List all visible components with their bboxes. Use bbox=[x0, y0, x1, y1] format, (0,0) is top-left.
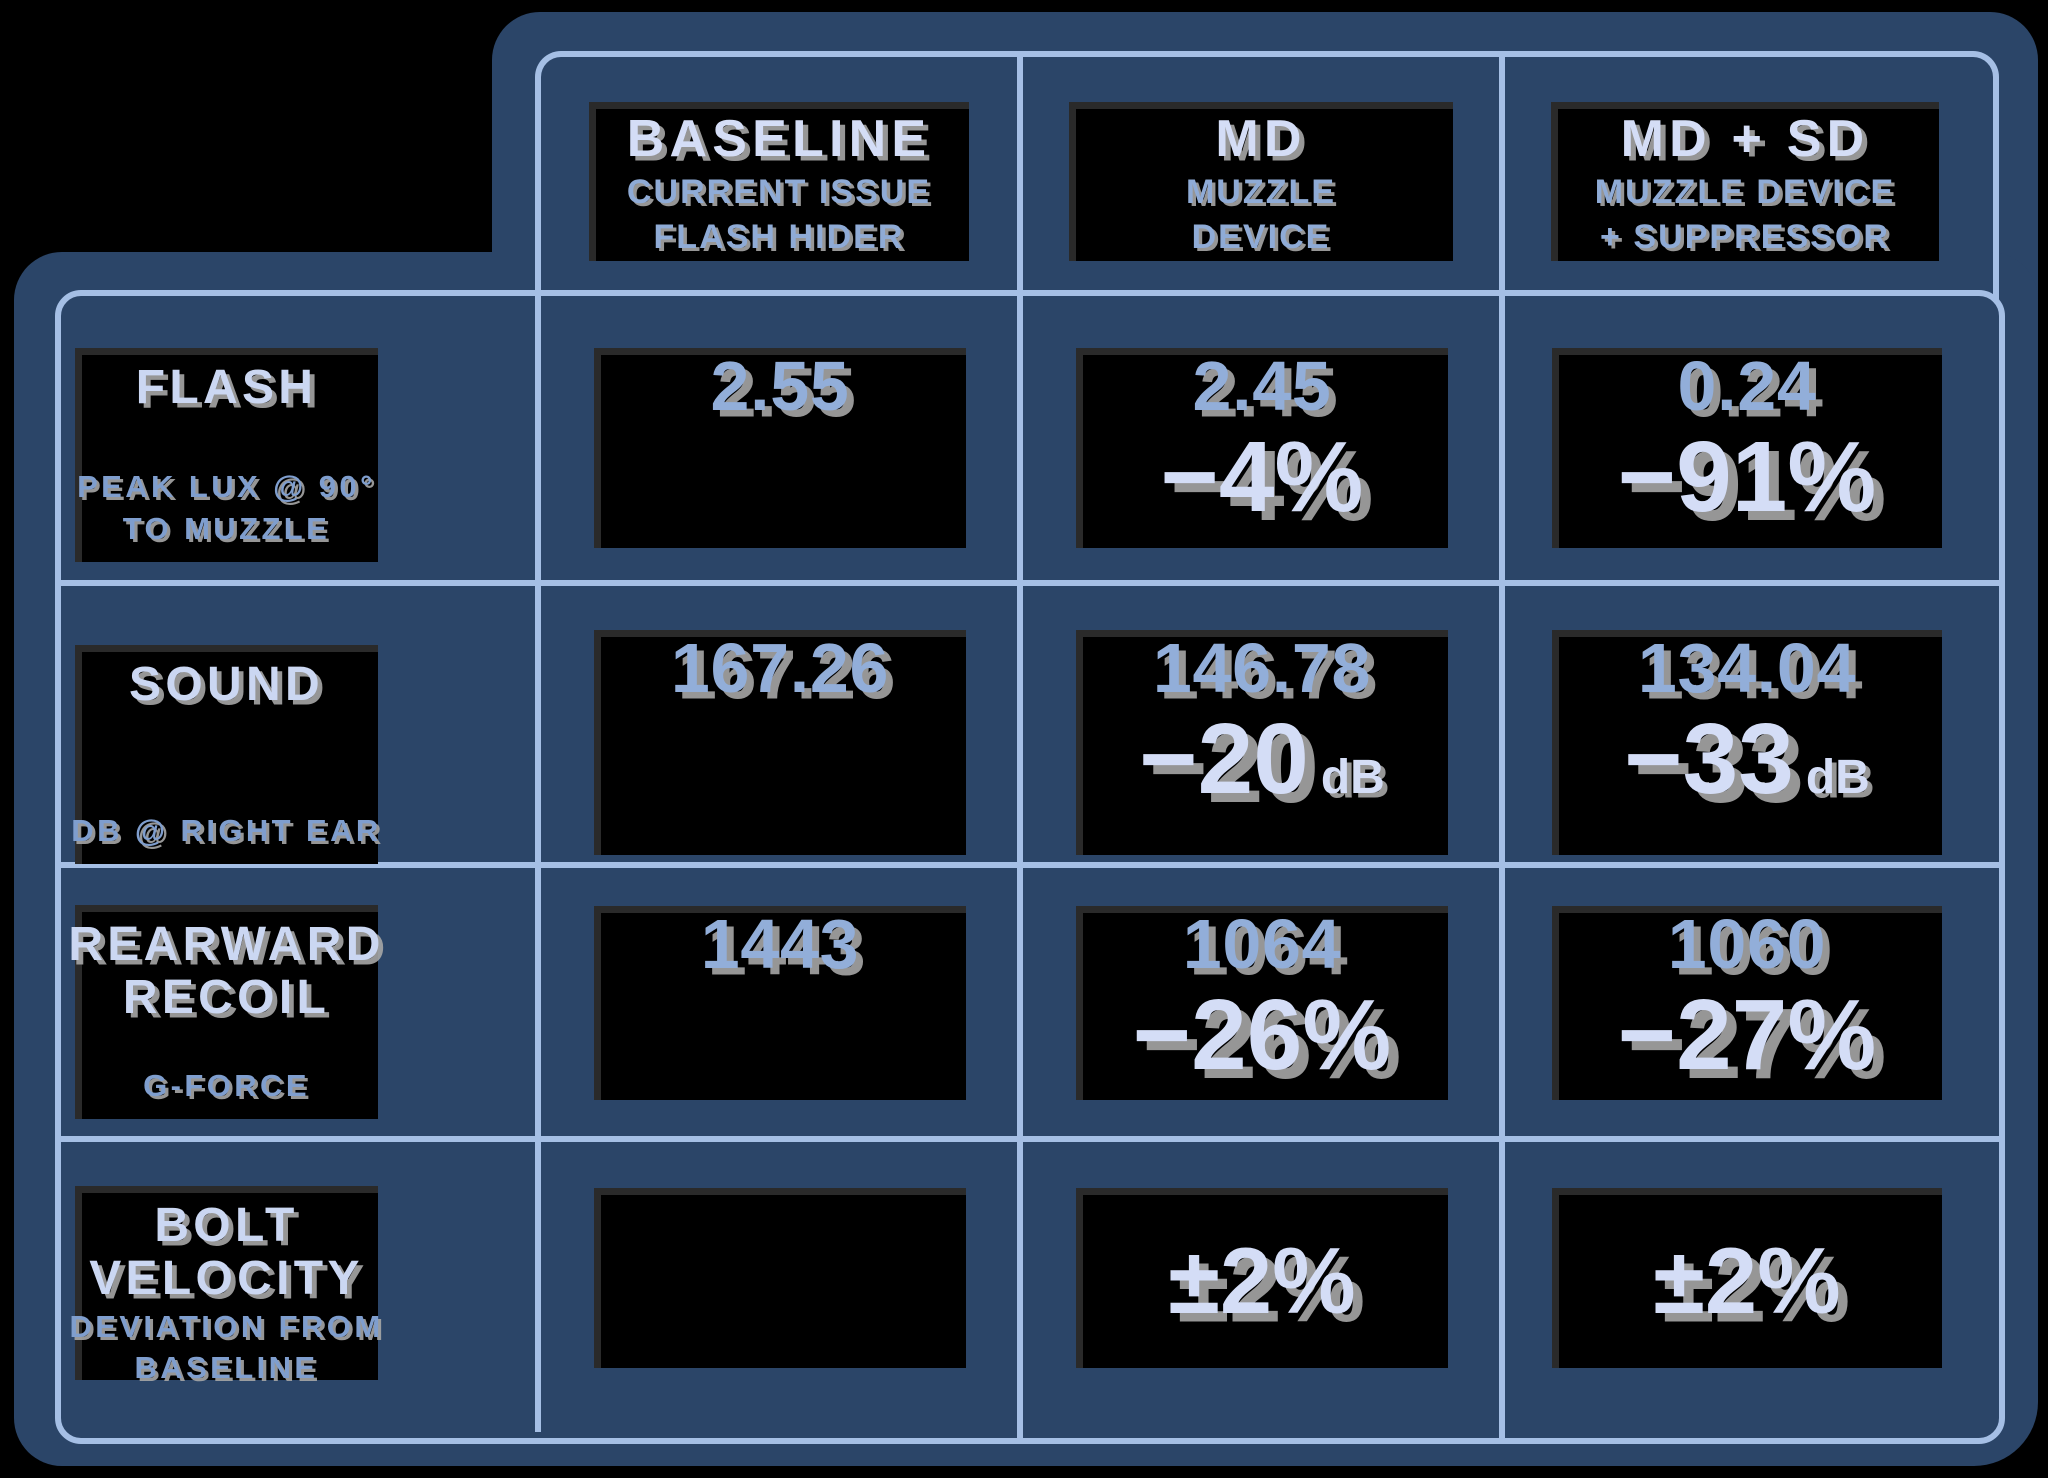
cell-bolt-baseline bbox=[594, 1188, 966, 1368]
column-subtitle: DEVICE bbox=[1191, 217, 1331, 256]
row-label-text: VELOCITY bbox=[89, 1251, 364, 1305]
cell-recoil-baseline: 1443 bbox=[594, 906, 966, 1100]
header-inner-border bbox=[535, 51, 1999, 302]
row-label-text: FLASH bbox=[135, 361, 318, 414]
cell-flash-baseline: 2.55 bbox=[594, 348, 966, 548]
row-label-sound: SOUND DB @ RIGHT EAR bbox=[71, 645, 378, 864]
cell-sound-md: 146.78 −20 dB bbox=[1076, 630, 1448, 855]
cell-value: 167.26 bbox=[670, 629, 890, 707]
row-label-rearward-recoil: REARWARD RECOIL G-FORCE bbox=[68, 905, 380, 1119]
cell-bolt-md: ±2% bbox=[1076, 1188, 1448, 1368]
header-cell-md-sd: MD + SD MUZZLE DEVICE + SUPPRESSOR bbox=[1551, 102, 1939, 261]
grid-hline-flash-sound bbox=[55, 580, 2005, 586]
cell-value: 1060 bbox=[1667, 905, 1827, 983]
cell-delta-unit: dB bbox=[1805, 750, 1870, 804]
row-label-text: BOLT bbox=[154, 1199, 299, 1252]
cell-delta: −27% bbox=[1617, 978, 1877, 1091]
cell-delta: −26% bbox=[1132, 978, 1392, 1091]
header-cell-md: MD MUZZLE DEVICE bbox=[1069, 102, 1453, 261]
row-label-text: REARWARD bbox=[68, 918, 385, 971]
cell-flash-md: 2.45 −4% bbox=[1076, 348, 1448, 548]
cell-delta: −4% bbox=[1160, 420, 1364, 533]
row-sublabel: DB @ RIGHT EAR bbox=[71, 813, 382, 849]
cell-value: 2.45 bbox=[1192, 347, 1332, 425]
cell-recoil-md: 1064 −26% bbox=[1076, 906, 1448, 1100]
header-cell-baseline: BASELINE CURRENT ISSUE FLASH HIDER bbox=[589, 102, 969, 261]
column-subtitle: CURRENT ISSUE bbox=[626, 172, 932, 211]
cell-delta: −33 bbox=[1624, 702, 1794, 815]
column-title: MD bbox=[1215, 110, 1307, 168]
cell-flash-md-sd: 0.24 −91% bbox=[1552, 348, 1942, 548]
cell-delta: ±2% bbox=[1653, 1228, 1841, 1334]
cell-recoil-md-sd: 1060 −27% bbox=[1552, 906, 1942, 1100]
cell-sound-md-sd: 134.04 −33 dB bbox=[1552, 630, 1942, 855]
cell-value: 0.24 bbox=[1677, 347, 1817, 425]
cell-value: 1443 bbox=[700, 905, 860, 983]
column-subtitle: MUZZLE DEVICE bbox=[1594, 172, 1896, 211]
cell-sound-baseline: 167.26 bbox=[594, 630, 966, 855]
row-sublabel: DEVIATION FROM BASELINE bbox=[69, 1308, 384, 1386]
cell-value: 2.55 bbox=[710, 347, 850, 425]
cell-value: 1064 bbox=[1182, 905, 1342, 983]
row-label-flash: FLASH PEAK LUX @ 90° TO MUZZLE bbox=[75, 348, 378, 562]
row-sublabel: G-FORCE bbox=[143, 1068, 310, 1104]
grid-vline-labels bbox=[535, 290, 541, 1432]
column-title: MD + SD bbox=[1620, 110, 1870, 168]
cell-delta: ±2% bbox=[1168, 1228, 1356, 1334]
cell-delta-unit: dB bbox=[1320, 750, 1385, 804]
row-label-text: SOUND bbox=[129, 658, 324, 711]
row-label-bolt-velocity: BOLT VELOCITY DEVIATION FROM BASELINE bbox=[69, 1186, 380, 1385]
column-title: BASELINE bbox=[626, 110, 932, 168]
grid-vline-md-mdsd bbox=[1499, 57, 1505, 1438]
cell-bolt-md-sd: ±2% bbox=[1552, 1188, 1942, 1368]
grid-hline-recoil-bolt bbox=[55, 1136, 2005, 1142]
grid-hline-sound-recoil bbox=[55, 862, 2005, 868]
cell-value: 134.04 bbox=[1637, 629, 1857, 707]
cell-delta: −20 bbox=[1139, 702, 1309, 815]
row-sublabel: PEAK LUX @ 90° TO MUZZLE bbox=[77, 469, 376, 547]
column-subtitle: MUZZLE bbox=[1185, 172, 1337, 211]
row-label-text: RECOIL bbox=[122, 970, 331, 1024]
column-subtitle: + SUPPRESSOR bbox=[1600, 217, 1890, 256]
grid-vline-baseline-md bbox=[1017, 57, 1023, 1438]
cell-value: 146.78 bbox=[1152, 629, 1372, 707]
cell-delta: −91% bbox=[1617, 420, 1877, 533]
column-subtitle: FLASH HIDER bbox=[653, 217, 905, 256]
